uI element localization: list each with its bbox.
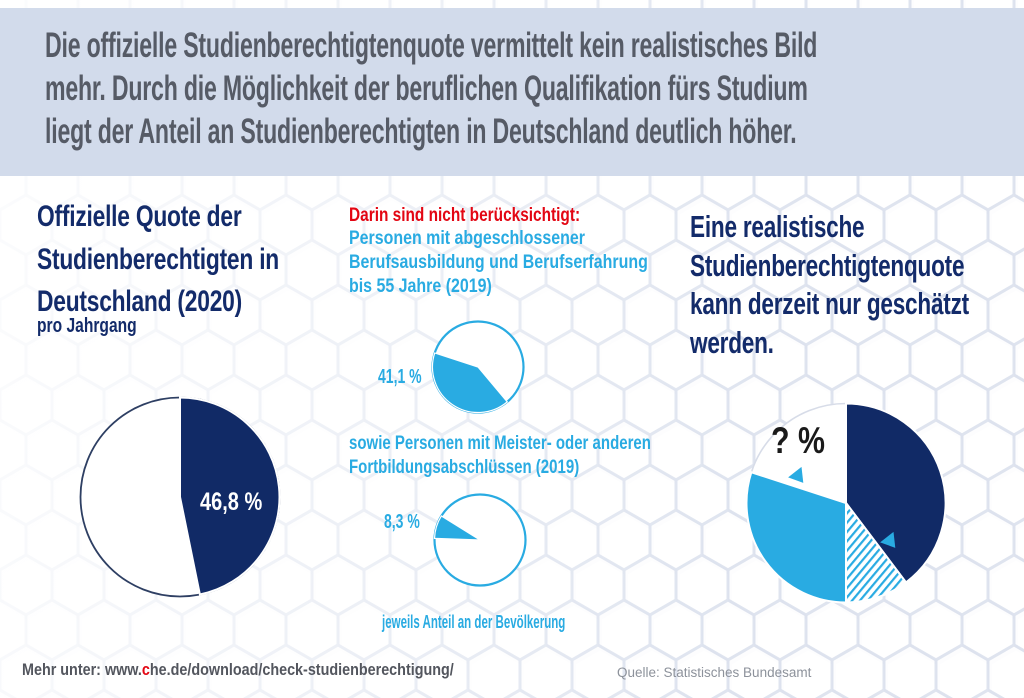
more-info-link[interactable]: Mehr unter: www.che.de/download/check-st… xyxy=(22,661,454,680)
link-text: he.de/download/check-studienberechtigung… xyxy=(149,661,454,679)
population-share-caption: jeweils Anteil an der Bevölkerung xyxy=(382,612,566,632)
link-highlight-letter: c xyxy=(141,661,150,679)
vocational-share-pie-chart xyxy=(431,320,525,414)
master-share-pie-chart xyxy=(433,493,527,587)
vocational-training-text: Personen mit abgeschlossener Berufsausbi… xyxy=(349,227,648,299)
header-line: liegt der Anteil an Studienberechtigten … xyxy=(45,112,797,151)
title-line: Studienberechtigtenquote xyxy=(690,248,965,283)
right-section-title: Eine realistische Studienberechtigtenquo… xyxy=(690,208,969,362)
title-line: Eine realistische xyxy=(690,210,865,244)
text-line: Berufsausbildung und Berufserfahrung xyxy=(349,252,648,273)
title-line: werden. xyxy=(690,325,774,360)
master-pie-value-label: 8,3 % xyxy=(384,511,420,533)
vocational-pie-value-label: 41,1 % xyxy=(378,366,422,388)
text-line: bis 55 Jahre (2019) xyxy=(349,276,492,297)
master-craftsman-text: sowie Personen mit Meister- oder anderen… xyxy=(349,432,651,480)
header-line: mehr. Durch die Möglichkeit der beruflic… xyxy=(45,69,808,108)
realistic-pie-value-label: ? % xyxy=(771,420,825,461)
not-included-heading: Darin sind nicht berücksichtigt: xyxy=(349,204,581,226)
text-line: Personen mit abgeschlossener xyxy=(349,228,585,249)
source-credit: Quelle: Statistisches Bundesamt xyxy=(617,665,812,680)
title-line: Offizielle Quote der xyxy=(37,200,242,233)
text-line: sowie Personen mit Meister- oder anderen xyxy=(349,433,651,454)
left-section-title: Offizielle Quote der Studienberechtigten… xyxy=(37,196,279,324)
header-line: Die offizielle Studienberechtigtenquote … xyxy=(45,26,818,65)
title-line: kann derzeit nur geschätzt xyxy=(690,287,969,321)
left-section-subtitle: pro Jahrgang xyxy=(37,315,137,337)
link-text: Mehr unter: www. xyxy=(22,661,142,679)
official-pie-value-label: 46,8 % xyxy=(200,488,263,516)
text-line: Fortbildungsabschlüssen (2019) xyxy=(349,457,580,478)
title-line: Studienberechtigten in xyxy=(37,242,280,276)
header-banner: Die offizielle Studienberechtigtenquote … xyxy=(0,8,1024,176)
